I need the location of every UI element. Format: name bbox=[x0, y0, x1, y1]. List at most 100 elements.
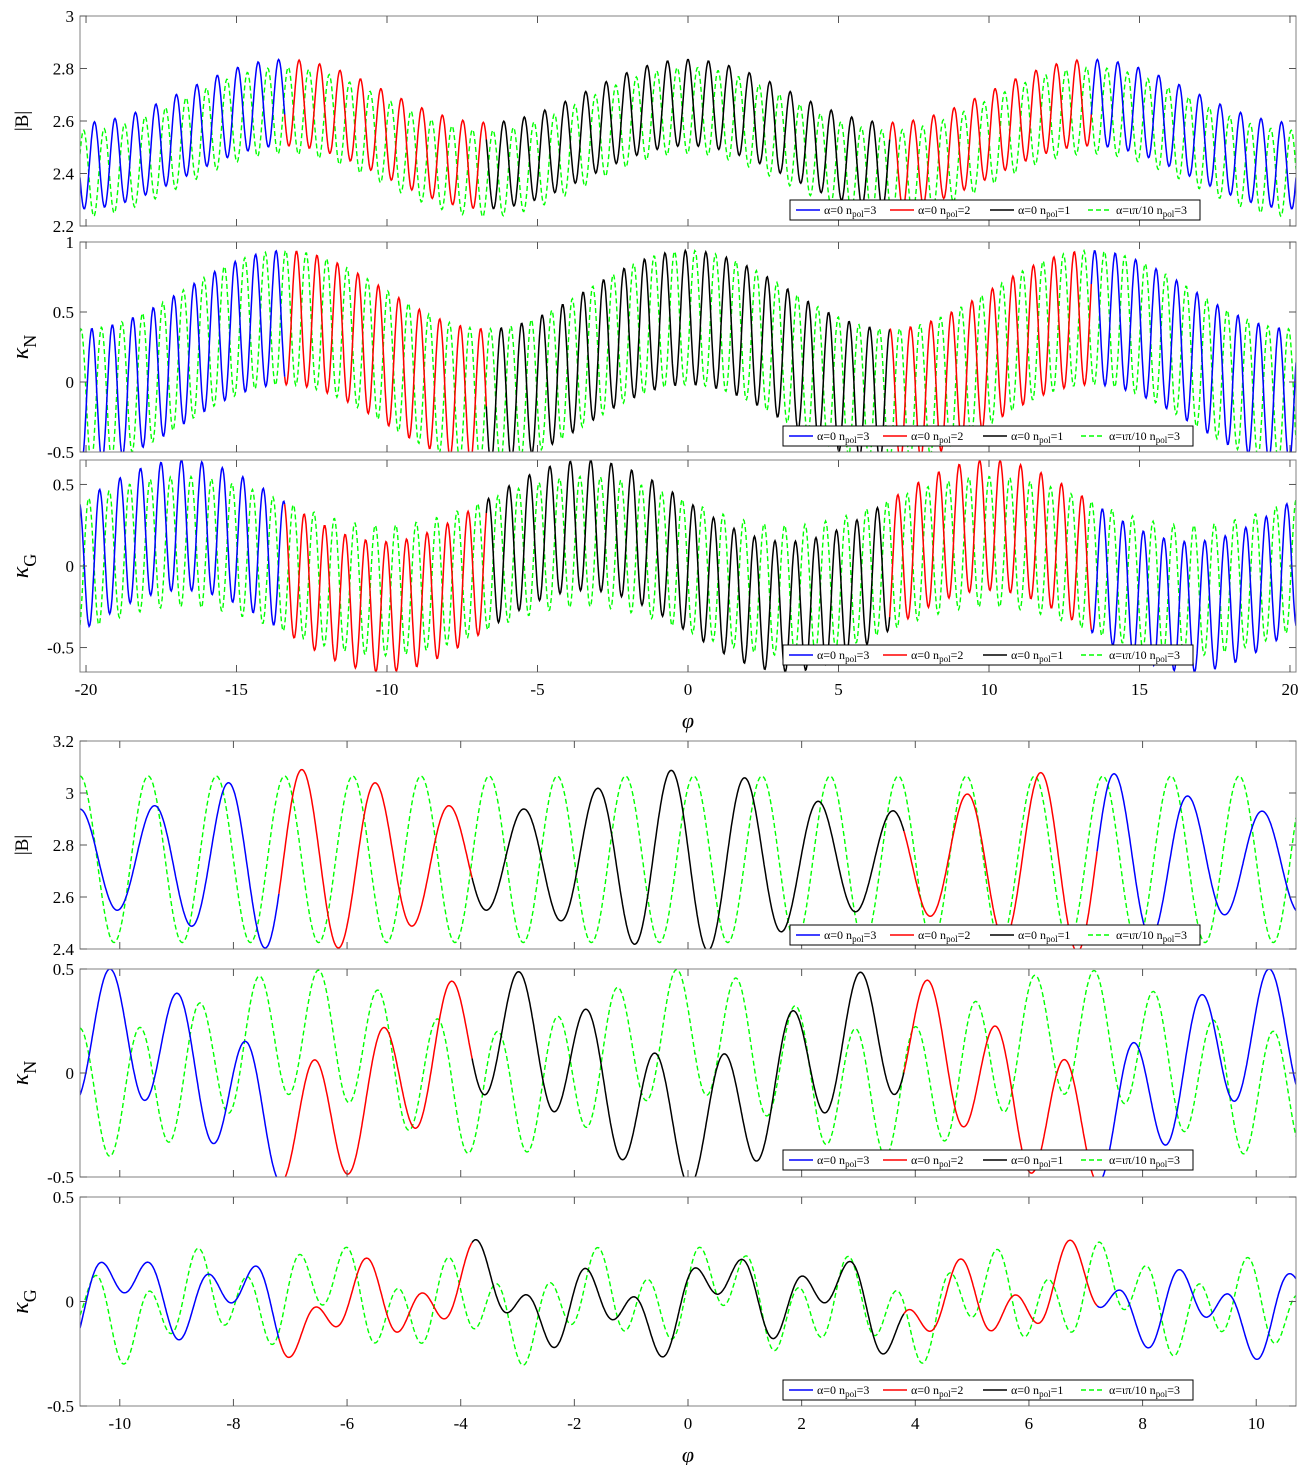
ytick-label: -0.5 bbox=[47, 443, 74, 462]
ytick-label: 0.5 bbox=[53, 1188, 74, 1207]
legend-label: α=ιπ/10 npol=3 bbox=[1109, 648, 1180, 664]
series-blue-segment-4 bbox=[1101, 969, 1296, 1177]
panel-4: 0.5 0 -0.5 κN α=0 npol=3 α=0 npol=2 α=0 npol=1… bbox=[8, 960, 1297, 1187]
ytick-label: 1 bbox=[66, 233, 75, 252]
series-red-segment-1 bbox=[278, 1242, 473, 1359]
series-black-segment-2 bbox=[471, 769, 905, 949]
ytick-label: 3 bbox=[66, 7, 75, 26]
legend-label: α=0 npol=2 bbox=[911, 1383, 963, 1399]
ytick-label: 2.4 bbox=[53, 165, 75, 184]
legend-label: α=0 npol=2 bbox=[918, 928, 970, 944]
xtick-label: -15 bbox=[225, 680, 248, 699]
ytick-label: 3.2 bbox=[53, 732, 74, 751]
legend-label: α=0 npol=2 bbox=[918, 203, 970, 219]
ytick-label: 0 bbox=[66, 1064, 75, 1083]
x-axis-label: φ bbox=[682, 708, 694, 733]
series-red-segment-1 bbox=[283, 58, 488, 210]
series-blue-segment-0 bbox=[80, 58, 286, 210]
ytick-label: 0.5 bbox=[53, 960, 74, 979]
ytick-label: 2.6 bbox=[53, 888, 74, 907]
series-blue-segment-4 bbox=[1096, 1268, 1296, 1361]
ytick-label: 0.5 bbox=[53, 303, 74, 322]
legend-label: α=0 npol=1 bbox=[1018, 928, 1070, 944]
ytick-label: 2.2 bbox=[53, 217, 74, 236]
legend-label: α=0 npol=3 bbox=[817, 1153, 869, 1169]
legend-label: α=0 npol=3 bbox=[824, 928, 876, 944]
plot-area bbox=[80, 768, 1296, 949]
ytick-label: 0 bbox=[66, 1293, 75, 1312]
series-blue-segment-4 bbox=[1096, 773, 1296, 939]
panel-0: 32.82.62.42.2|B|α=0 npol=3 α=0 npol=2 α=0 … bbox=[12, 7, 1297, 236]
series-red-segment-1 bbox=[278, 768, 473, 949]
xtick-label: -5 bbox=[530, 680, 544, 699]
legend-label: α=ιπ/10 npol=3 bbox=[1109, 1383, 1180, 1399]
series-black-segment-2 bbox=[471, 971, 905, 1177]
series-green-dashed bbox=[80, 65, 1296, 219]
plot-area bbox=[80, 1239, 1296, 1366]
xtick-label: 6 bbox=[1025, 1414, 1034, 1433]
legend-label: α=ιπ/10 npol=3 bbox=[1109, 429, 1180, 445]
xtick-label: 0 bbox=[684, 1414, 693, 1433]
y-axis-label: κG bbox=[8, 1289, 40, 1314]
legend-label: α=0 npol=1 bbox=[1011, 648, 1063, 664]
xtick-label: -6 bbox=[340, 1414, 354, 1433]
xtick-label: -4 bbox=[454, 1414, 469, 1433]
series-green-dashed bbox=[80, 775, 1296, 944]
legend-label: α=0 npol=2 bbox=[911, 1153, 963, 1169]
xtick-label: -8 bbox=[226, 1414, 240, 1433]
series-red-segment-3 bbox=[888, 460, 1093, 630]
legend-label: α=0 npol=3 bbox=[824, 203, 876, 219]
ytick-label: 2.8 bbox=[53, 60, 74, 79]
ytick-label: 2.6 bbox=[53, 112, 74, 131]
series-blue-segment-0 bbox=[80, 460, 286, 629]
xtick-label: -10 bbox=[108, 1414, 131, 1433]
legend: α=0 npol=3 α=0 npol=2 α=0 npol=1 α=ιπ/10 np… bbox=[782, 644, 1194, 666]
series-red-segment-3 bbox=[888, 58, 1093, 210]
series-blue-segment-0 bbox=[82, 249, 286, 452]
legend: α=0 npol=3 α=0 npol=2 α=0 npol=1 α=ιπ/10 np… bbox=[789, 924, 1201, 946]
plot-area bbox=[80, 969, 1296, 1177]
series-blue-segment-0 bbox=[80, 1261, 280, 1341]
series-red-segment-3 bbox=[903, 1239, 1098, 1332]
legend-label: α=ιπ/10 npol=3 bbox=[1116, 203, 1187, 219]
series-blue-segment-0 bbox=[80, 969, 278, 1177]
xtick-label: 15 bbox=[1131, 680, 1148, 699]
y-axis-label: κN bbox=[8, 335, 40, 360]
legend-label: α=0 npol=3 bbox=[817, 1383, 869, 1399]
legend-label: α=0 npol=2 bbox=[911, 648, 963, 664]
xtick-label: -20 bbox=[75, 680, 98, 699]
legend-label: α=ιπ/10 npol=3 bbox=[1109, 1153, 1180, 1169]
ytick-label: 2.8 bbox=[53, 836, 74, 855]
xtick-label: 0 bbox=[684, 680, 693, 699]
series-green-dashed bbox=[80, 474, 1296, 658]
legend: α=0 npol=3 α=0 npol=2 α=0 npol=1 α=ιπ/10 np… bbox=[782, 1379, 1194, 1401]
xtick-label: -2 bbox=[567, 1414, 581, 1433]
series-red-segment-1 bbox=[284, 980, 473, 1177]
legend-label: α=0 npol=3 bbox=[817, 648, 869, 664]
y-axis-label: |B| bbox=[12, 835, 33, 855]
ytick-label: 2.4 bbox=[53, 940, 75, 959]
panel-2: 0.5 0 -0.5 -20 -15 -10 -5 0 5 10 15 20 φ κG α=0 npol=3… bbox=[8, 459, 1298, 733]
legend-label: α=0 npol=1 bbox=[1011, 1153, 1063, 1169]
ytick-label: -0.5 bbox=[47, 639, 74, 658]
y-axis-label: κN bbox=[8, 1061, 40, 1086]
series-red-segment-3 bbox=[903, 979, 1095, 1177]
xtick-label: 5 bbox=[834, 680, 843, 699]
legend-label: α=0 npol=3 bbox=[817, 429, 869, 445]
legend: α=0 npol=3 α=0 npol=2 α=0 npol=1 α=ιπ/10 np… bbox=[782, 425, 1194, 447]
x-axis-label: φ bbox=[682, 1442, 694, 1465]
ytick-label: 0 bbox=[66, 557, 75, 576]
legend: α=0 npol=3 α=0 npol=2 α=0 npol=1 α=ιπ/10 np… bbox=[782, 1149, 1194, 1171]
ytick-label: 0 bbox=[66, 373, 75, 392]
plot-area bbox=[80, 460, 1296, 672]
xtick-label: 20 bbox=[1281, 680, 1298, 699]
legend: α=0 npol=3 α=0 npol=2 α=0 npol=1 α=ιπ/10 np… bbox=[789, 199, 1201, 221]
series-green-dashed bbox=[80, 1241, 1296, 1366]
panel-3: 3.232.82.62.4|B|α=0 npol=3 α=0 npol=2 α=0 … bbox=[12, 732, 1297, 959]
series-red-segment-1 bbox=[283, 250, 488, 452]
legend-label: α=ιπ/10 npol=3 bbox=[1116, 928, 1187, 944]
legend-label: α=0 npol=2 bbox=[911, 429, 963, 445]
